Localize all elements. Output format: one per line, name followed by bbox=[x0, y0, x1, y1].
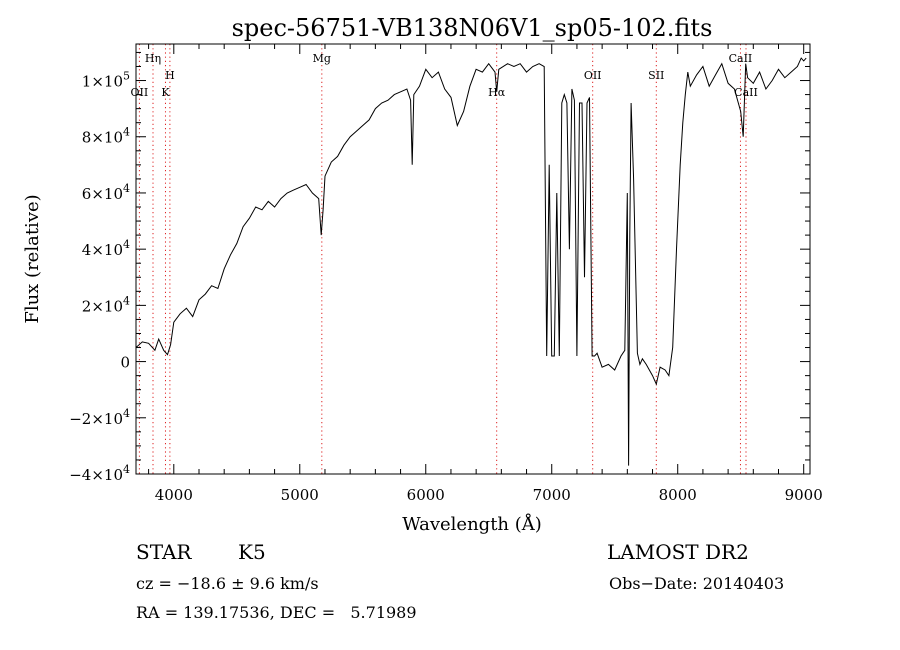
spectrum-line bbox=[136, 57, 807, 466]
observation-date: Obs−Date: 20140403 bbox=[609, 574, 785, 593]
line-label: H bbox=[165, 69, 175, 82]
y-axis: −4×104 −2×104 0 2×104 4×104 6×104 8×104 1×105 bbox=[69, 51, 810, 484]
y-tick-label: −4×104 bbox=[69, 463, 130, 484]
y-tick-label: 0 bbox=[120, 354, 130, 372]
line-label: SII bbox=[648, 69, 664, 82]
x-tick-label: 7000 bbox=[533, 486, 571, 504]
line-label: CaII bbox=[734, 86, 758, 99]
line-label: CaII bbox=[729, 52, 753, 65]
object-subclass: K5 bbox=[238, 540, 266, 564]
line-label: OII bbox=[131, 86, 149, 99]
redshift-velocity: cz = −18.6 ± 9.6 km/s bbox=[136, 574, 319, 593]
line-label: K bbox=[161, 86, 170, 99]
line-label: Hη bbox=[145, 52, 161, 65]
line-label: OII bbox=[584, 69, 602, 82]
y-tick-label: 6×104 bbox=[82, 182, 130, 203]
y-tick-label: 2×104 bbox=[82, 294, 130, 315]
y-tick-label: −2×104 bbox=[69, 407, 130, 428]
x-axis-label: Wavelength (Å) bbox=[402, 513, 542, 535]
chart-title: spec-56751-VB138N06V1_sp05-102.fits bbox=[232, 14, 713, 42]
object-class: STAR bbox=[136, 540, 192, 564]
y-tick-label: 1×105 bbox=[82, 70, 130, 91]
x-tick-label: 5000 bbox=[281, 486, 319, 504]
x-axis: 4000 5000 6000 7000 8000 9000 bbox=[148, 44, 823, 504]
x-tick-label: 9000 bbox=[785, 486, 823, 504]
line-labels: OII Hη KH Mg Hα OII SII CaII CaII bbox=[131, 52, 758, 99]
survey-name: LAMOST DR2 bbox=[607, 540, 749, 564]
x-tick-label: 4000 bbox=[155, 486, 193, 504]
y-axis-label: Flux (relative) bbox=[22, 194, 43, 323]
line-markers bbox=[138, 44, 747, 474]
x-tick-label: 8000 bbox=[659, 486, 697, 504]
coordinates: RA = 139.17536, DEC = 5.71989 bbox=[136, 603, 417, 622]
x-tick-label: 6000 bbox=[407, 486, 445, 504]
y-tick-label: 8×104 bbox=[82, 126, 130, 147]
plot-frame bbox=[135, 43, 811, 475]
line-label: Hα bbox=[488, 86, 506, 99]
y-tick-label: 4×104 bbox=[82, 238, 130, 259]
line-label: Mg bbox=[313, 52, 331, 65]
